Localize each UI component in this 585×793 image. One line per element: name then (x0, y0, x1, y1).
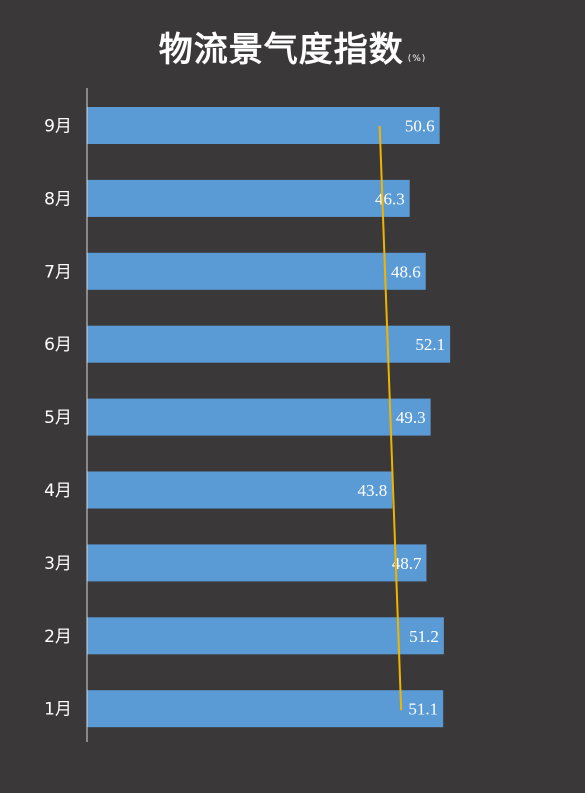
chart-unit: (%) (407, 54, 427, 64)
category-label: 1月 (44, 700, 72, 720)
bar (87, 544, 427, 582)
category-label: 2月 (44, 627, 72, 647)
bar (87, 107, 440, 144)
chart-title: 物流景气度指数 (%) (0, 22, 585, 71)
category-label: 6月 (44, 335, 72, 355)
value-label: 48.7 (392, 554, 422, 573)
category-label: 7月 (44, 262, 72, 282)
bar (87, 617, 444, 655)
value-label: 48.6 (391, 262, 421, 281)
category-label: 8月 (44, 189, 72, 209)
category-label: 3月 (44, 554, 72, 574)
value-label: 46.3 (375, 189, 405, 208)
value-label: 51.2 (409, 627, 439, 646)
category-label: 4月 (44, 481, 72, 501)
value-label: 52.1 (415, 335, 445, 354)
bar (87, 325, 451, 363)
bar (87, 471, 393, 509)
bar (87, 252, 426, 290)
bar (87, 398, 431, 436)
category-label: 5月 (44, 408, 72, 428)
value-label: 51.1 (408, 700, 438, 719)
value-label: 49.3 (396, 408, 426, 427)
chart-title-text: 物流景气度指数 (158, 30, 404, 70)
category-label: 9月 (44, 117, 72, 137)
value-label: 50.6 (405, 117, 435, 136)
value-label: 43.8 (358, 481, 388, 500)
trend-line (378, 125, 403, 711)
bar (87, 690, 444, 728)
bar (87, 179, 410, 217)
